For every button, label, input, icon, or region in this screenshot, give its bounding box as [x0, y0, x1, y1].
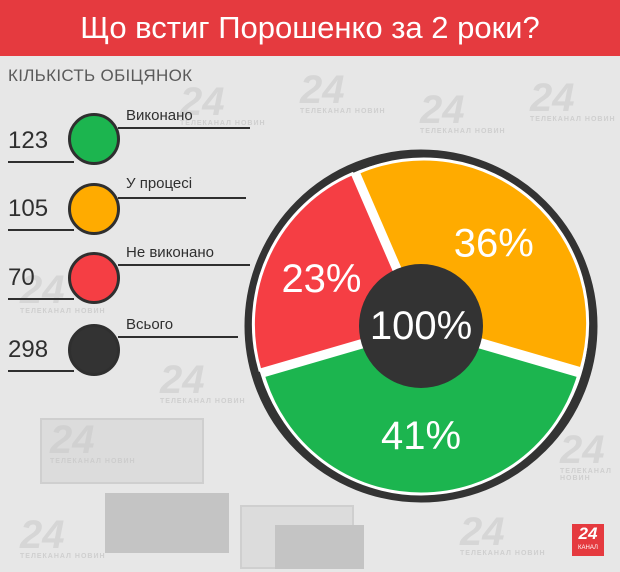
legend-value: 123 [8, 127, 49, 154]
decorative-box [275, 525, 364, 569]
legend-value: 105 [8, 195, 49, 222]
legend-row-done: Виконано 123 [0, 105, 250, 165]
legend-row-not-done: Не виконано 70 [0, 242, 250, 304]
legend-label: Не виконано [126, 244, 215, 261]
legend-swatch [68, 252, 120, 304]
legend-label: Виконано [126, 107, 193, 124]
pie-slice-label: 36% [454, 221, 534, 265]
legend-value-underline [8, 298, 74, 300]
pie-slice-label: 23% [281, 257, 361, 301]
watermark-24: 24 ТЕЛЕКАНАЛ НОВИН [560, 428, 612, 482]
legend-swatch [68, 113, 120, 165]
logo-caption: КАНАЛ [578, 545, 598, 551]
watermark-24: 24 ТЕЛЕКАНАЛ НОВИН [20, 268, 106, 315]
legend-label-underline [118, 127, 250, 129]
watermark-24: 24 ТЕЛЕКАНАЛ НОВИН [530, 76, 616, 123]
watermark-24: 24 ТЕЛЕКАНАЛ НОВИН [20, 513, 106, 560]
legend-swatch [68, 183, 120, 235]
legend-row-total: Всього 298 [0, 314, 250, 376]
watermark-24: 24 ТЕЛЕКАНАЛ НОВИН [300, 68, 386, 115]
decorative-box [40, 418, 204, 484]
legend-label-underline [118, 264, 250, 266]
legend-row-in-progress: У процесі 105 [0, 173, 250, 235]
logo-number: 24 [578, 524, 598, 543]
legend-value: 298 [8, 336, 49, 363]
legend-value-underline [8, 370, 74, 372]
watermark-24: 24 ТЕЛЕКАНАЛ НОВИН [460, 510, 546, 557]
watermark-24: 24 ТЕЛЕКАНАЛ НОВИН [420, 88, 506, 135]
legend-label: Всього [126, 316, 174, 333]
legend-value: 70 [8, 264, 35, 291]
watermark-24: 24 ТЕЛЕКАНАЛ НОВИН [180, 80, 266, 127]
legend-label-underline [118, 197, 246, 199]
pie-labels: 41% 23% 36% [281, 221, 533, 458]
page-title: Що встиг Порошенко за 2 роки? [80, 10, 540, 45]
legend-label: У процесі [126, 175, 193, 192]
pie-slice [261, 328, 581, 496]
legend-value-underline [8, 161, 74, 163]
pie-center-label: 100% [370, 304, 472, 348]
watermark-24: 24 ТЕЛЕКАНАЛ НОВИН [50, 418, 136, 465]
pie-slice [356, 157, 590, 371]
pie-center-circle [359, 264, 483, 388]
watermark-24: 24 ТЕЛЕКАНАЛ НОВИН [160, 358, 246, 405]
pie-slice-label: 41% [381, 414, 461, 458]
legend-label-underline [118, 336, 238, 338]
legend-value-underline [8, 229, 74, 231]
decorative-box [105, 493, 229, 553]
legend-swatch [68, 324, 120, 376]
chart-subtitle: КІЛЬКІСТЬ ОБІЦЯНОК [8, 66, 193, 85]
channel-logo: 24 КАНАЛ [572, 524, 604, 556]
page-title-bar: Що встиг Порошенко за 2 роки? [0, 0, 620, 56]
